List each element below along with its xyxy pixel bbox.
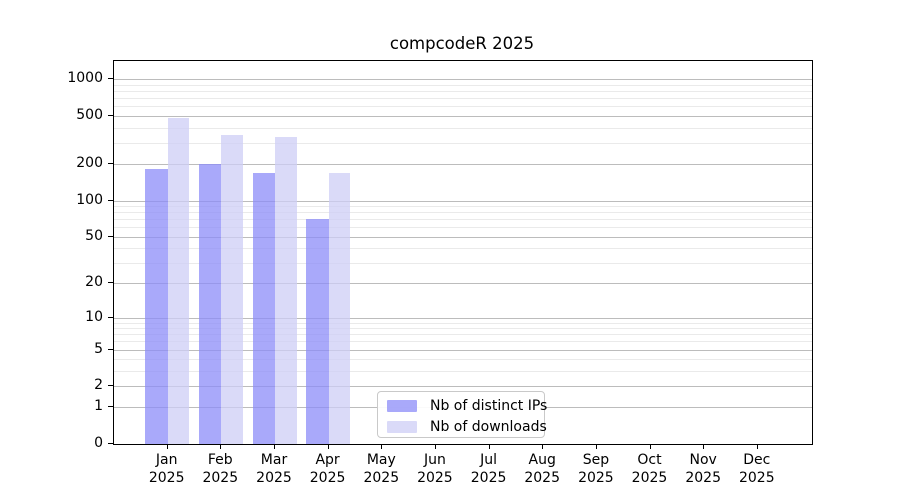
bar-downloads-mar: [275, 137, 297, 444]
bar-distinct-ips-apr: [306, 219, 329, 444]
x-tick-jun: [434, 444, 436, 449]
x-tick-mar: [274, 444, 275, 449]
x-tick-label-jan: Jan 2025: [148, 452, 185, 486]
gridline-minor-80: [114, 212, 812, 214]
legend-swatch-distinct-ips: [387, 399, 417, 412]
legend-label-downloads: Nb of downloads: [430, 418, 547, 435]
y-tick-label-200: 200: [76, 155, 103, 172]
x-tick-label-jun: Jun 2025: [417, 452, 453, 486]
y-tick-10: [108, 316, 113, 318]
y-tick-label-5: 5: [94, 340, 103, 357]
x-tick-sep: [595, 444, 597, 449]
y-tick-label-50: 50: [85, 227, 103, 244]
gridline-minor-7: [114, 334, 812, 336]
plot-area: [113, 60, 813, 445]
gridline-major-5: [114, 349, 812, 351]
bar-distinct-ips-feb: [198, 164, 222, 444]
gridline-minor-9: [114, 322, 812, 324]
gridline-minor-6: [114, 341, 812, 343]
x-tick-label-feb: Feb 2025: [202, 452, 239, 486]
bar-distinct-ips-mar: [252, 172, 275, 444]
gridline-major-500: [114, 116, 812, 117]
y-tick-label-2: 2: [94, 377, 103, 393]
gridline-minor-3: [114, 370, 812, 372]
legend-swatch-downloads: [387, 420, 417, 433]
x-tick-label-nov: Nov 2025: [685, 452, 721, 486]
gridline-minor-300: [114, 142, 812, 144]
x-tick-label-mar: Mar 2025: [256, 452, 292, 486]
gridline-major-10: [114, 317, 812, 319]
x-tick-may: [381, 444, 383, 449]
x-tick-jul: [488, 444, 490, 449]
gridline-minor-800: [114, 91, 812, 93]
bar-downloads-feb: [221, 134, 243, 444]
y-tick-0: [108, 443, 113, 444]
bar-distinct-ips-jan: [145, 169, 168, 444]
y-tick-200: [108, 163, 113, 165]
y-tick-label-10: 10: [85, 308, 103, 325]
gridline-minor-4: [114, 359, 812, 361]
gridline-major-1000: [114, 79, 812, 81]
gridline-major-20: [114, 283, 812, 285]
y-tick-label-500: 500: [76, 107, 103, 123]
y-tick-500: [108, 115, 113, 116]
gridline-minor-600: [114, 106, 812, 108]
gridline-minor-70: [114, 219, 812, 221]
y-tick-label-1000: 1000: [67, 70, 103, 87]
y-tick-1: [108, 406, 113, 408]
gridline-minor-900: [114, 85, 812, 86]
x-tick-label-aug: Aug 2025: [524, 452, 560, 486]
gridline-major-2: [114, 386, 812, 387]
x-tick-nov: [703, 444, 705, 449]
legend-entry-downloads: Nb of downloads: [378, 416, 547, 437]
gridline-minor-40: [114, 248, 812, 249]
x-tick-oct: [649, 444, 651, 449]
gridline-minor-30: [114, 262, 812, 264]
gridline-minor-400: [114, 127, 812, 129]
gridline-major-100: [114, 200, 812, 202]
x-tick-apr: [327, 444, 329, 449]
gridline-minor-8: [114, 328, 812, 330]
gridline-minor-90: [114, 206, 812, 207]
x-tick-label-dec: Dec 2025: [738, 452, 775, 486]
y-tick-5: [108, 348, 113, 350]
chart-title: compcodeR 2025: [389, 34, 535, 53]
y-tick-label-20: 20: [85, 274, 103, 291]
gridline-major-200: [114, 164, 812, 166]
x-tick-jan: [166, 444, 168, 449]
y-tick-100: [108, 199, 113, 201]
x-tick-label-may: May 2025: [363, 452, 400, 486]
bar-downloads-apr: [328, 172, 351, 444]
gridline-minor-700: [114, 98, 812, 100]
legend-label-distinct-ips: Nb of distinct IPs: [430, 397, 548, 414]
y-tick-2: [108, 385, 113, 386]
legend: Nb of distinct IPs Nb of downloads: [377, 391, 548, 438]
y-tick-label-0: 0: [94, 435, 103, 451]
x-tick-label-oct: Oct 2025: [631, 452, 668, 486]
y-tick-label-100: 100: [76, 191, 103, 208]
gridline-major-50: [114, 236, 812, 238]
x-tick-aug: [542, 444, 544, 449]
y-tick-20: [108, 282, 113, 284]
x-tick-dec: [756, 444, 758, 449]
y-tick-50: [108, 235, 113, 237]
gridline-minor-60: [114, 227, 812, 229]
x-tick-feb: [220, 444, 222, 449]
x-tick-label-jul: Jul 2025: [470, 452, 507, 486]
y-tick-label-1: 1: [94, 398, 103, 415]
legend-entry-distinct-ips: Nb of distinct IPs: [378, 395, 548, 416]
y-tick-1000: [108, 78, 113, 80]
x-tick-label-sep: Sep 2025: [578, 452, 614, 486]
x-tick-label-apr: Apr 2025: [309, 452, 346, 486]
bar-downloads-jan: [167, 117, 190, 444]
